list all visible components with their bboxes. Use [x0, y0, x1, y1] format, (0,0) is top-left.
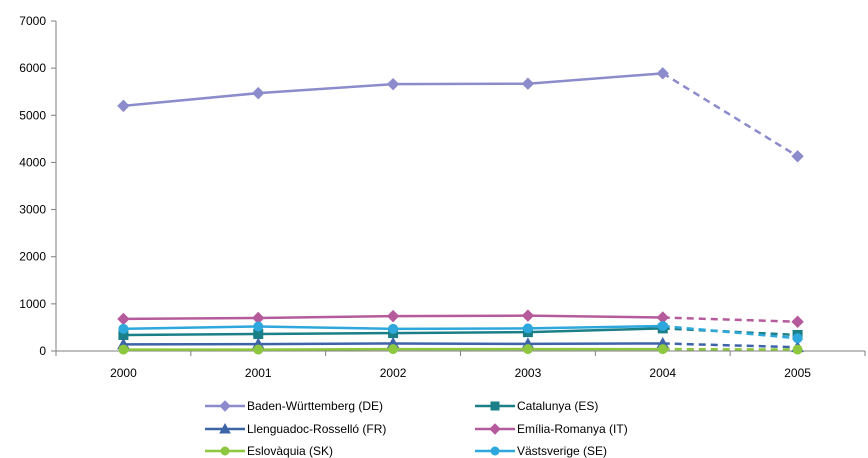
- data-point: [117, 99, 130, 113]
- data-point: [791, 150, 804, 163]
- series-3: [117, 309, 804, 328]
- y-tick-label: 5000: [19, 108, 46, 122]
- legend-label: Baden-Württemberg (DE): [247, 399, 383, 413]
- data-point: [656, 67, 669, 80]
- legend-marker: [489, 423, 501, 435]
- y-tick-label: 0: [39, 344, 46, 358]
- data-point: [522, 323, 533, 334]
- y-tick-label: 2000: [19, 250, 46, 264]
- x-tick-label: 2001: [245, 366, 272, 380]
- y-tick-label: 6000: [19, 61, 46, 75]
- legend: Baden-Württemberg (DE) Catalunya (ES) Llen…: [205, 399, 628, 458]
- data-point: [521, 309, 535, 322]
- data-point: [253, 321, 264, 332]
- x-tick-label: 2003: [515, 366, 542, 380]
- legend-item: Eslovàquia (SK): [205, 444, 333, 458]
- series-4: [118, 344, 803, 355]
- data-point: [388, 323, 399, 334]
- legend-label: Västsverige (SE): [517, 444, 607, 458]
- series-line-dashed: [662, 327, 798, 337]
- series-0: [117, 67, 804, 163]
- legend-label: Llenguadoc-Rosselló (FR): [247, 422, 386, 436]
- legend-marker: [219, 422, 231, 434]
- data-point: [657, 344, 668, 355]
- legend-marker: [490, 401, 500, 411]
- x-axis-ticks: 2000 2001 2002 2003 2004 2005: [55, 351, 866, 380]
- data-point: [118, 323, 129, 334]
- data-point: [792, 344, 803, 355]
- series-line-dashed: [662, 72, 799, 158]
- data-point: [388, 344, 399, 355]
- data-point: [386, 309, 400, 323]
- series-line-dashed: [662, 342, 798, 349]
- x-tick-label: 2000: [110, 366, 137, 380]
- legend-item: Emília-Romanya (IT): [475, 422, 628, 436]
- y-tick-label: 4000: [19, 155, 46, 169]
- data-point: [118, 344, 129, 355]
- data-point: [792, 333, 803, 344]
- legend-label: Eslovàquia (SK): [247, 444, 333, 458]
- data-point: [522, 344, 533, 355]
- y-tick-label: 3000: [19, 203, 46, 217]
- y-axis-ticks: 0 1000 2000 3000 4000 5000 6000 7000: [19, 14, 56, 358]
- data-point: [657, 321, 668, 332]
- axes: [55, 21, 865, 352]
- legend-item: Västsverige (SE): [475, 444, 607, 458]
- series-layer: [117, 67, 804, 355]
- data-point: [253, 344, 264, 355]
- legend-marker: [219, 400, 231, 412]
- legend-item: Baden-Württemberg (DE): [205, 399, 383, 413]
- y-tick-label: 1000: [19, 297, 46, 311]
- data-point: [117, 312, 130, 326]
- data-point: [521, 77, 535, 90]
- legend-item: Catalunya (ES): [475, 399, 598, 413]
- y-tick-label: 7000: [19, 14, 46, 28]
- x-tick-label: 2004: [649, 366, 676, 380]
- series-line-dashed: [662, 316, 798, 324]
- legend-label: Catalunya (ES): [517, 399, 598, 413]
- legend-item: Llenguadoc-Rosselló (FR): [205, 422, 386, 436]
- data-point: [386, 77, 400, 91]
- data-point: [252, 86, 265, 100]
- series-5: [118, 321, 803, 344]
- legend-label: Emília-Romanya (IT): [517, 422, 628, 436]
- legend-marker: [220, 446, 230, 456]
- data-point: [791, 315, 804, 328]
- x-tick-label: 2005: [784, 366, 811, 380]
- legend-marker: [490, 446, 500, 456]
- x-tick-label: 2002: [380, 366, 407, 380]
- series-line-dashed: [662, 324, 798, 340]
